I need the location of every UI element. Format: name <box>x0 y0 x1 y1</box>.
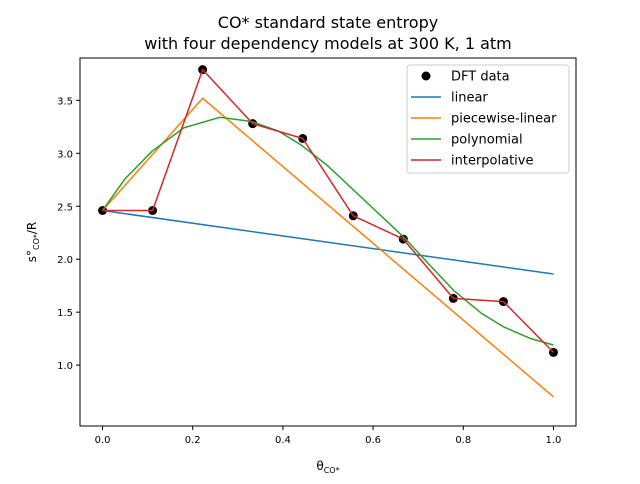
series-line-polynomial <box>101 116 554 346</box>
chart-title: CO* standard state entropy <box>218 13 438 32</box>
x-axis: 0.0 0.2 0.4 0.6 0.8 1.0 <box>95 426 562 446</box>
series-line-interpolative <box>102 68 554 353</box>
x-axis-label: θCO* <box>316 459 339 475</box>
y-tick-label: 1.0 <box>57 361 73 372</box>
axes-frame <box>79 57 577 427</box>
x-tick-label: 0.6 <box>365 435 381 446</box>
series-line-piecewise-linear <box>101 97 554 398</box>
y-axis-label: s°CO*/R <box>25 222 41 263</box>
legend-label-piecewise-linear: piecewise-linear <box>451 112 557 127</box>
y-tick-label: 3.5 <box>57 96 73 107</box>
y-tick-label: 2.0 <box>57 255 73 266</box>
y-tick-label: 1.5 <box>57 308 73 319</box>
legend-label-interpolative: interpolative <box>451 154 533 169</box>
legend: DFT data linear piecewise-linear polynomial… <box>406 64 570 174</box>
x-tick-label: 1.0 <box>546 435 562 446</box>
legend-label-polynomial: polynomial <box>451 133 523 148</box>
series-line-linear <box>102 209 554 275</box>
x-tick-label: 0.4 <box>275 435 291 446</box>
y-tick-label: 2.5 <box>57 202 73 213</box>
x-tick-label: 0.0 <box>95 435 111 446</box>
chart-subtitle: with four dependency models at 300 K, 1 … <box>144 34 512 53</box>
legend-box <box>406 64 570 174</box>
legend-label-linear: linear <box>451 91 488 106</box>
legend-marker-dft-data <box>421 71 431 81</box>
legend-label-dft-data: DFT data <box>451 70 510 85</box>
plot-area <box>98 65 558 398</box>
x-tick-label: 0.2 <box>185 435 201 446</box>
x-tick-label: 0.8 <box>455 435 471 446</box>
y-tick-label: 3.0 <box>57 149 73 160</box>
y-axis: 1.0 1.5 2.0 2.5 3.0 3.5 <box>57 96 80 372</box>
